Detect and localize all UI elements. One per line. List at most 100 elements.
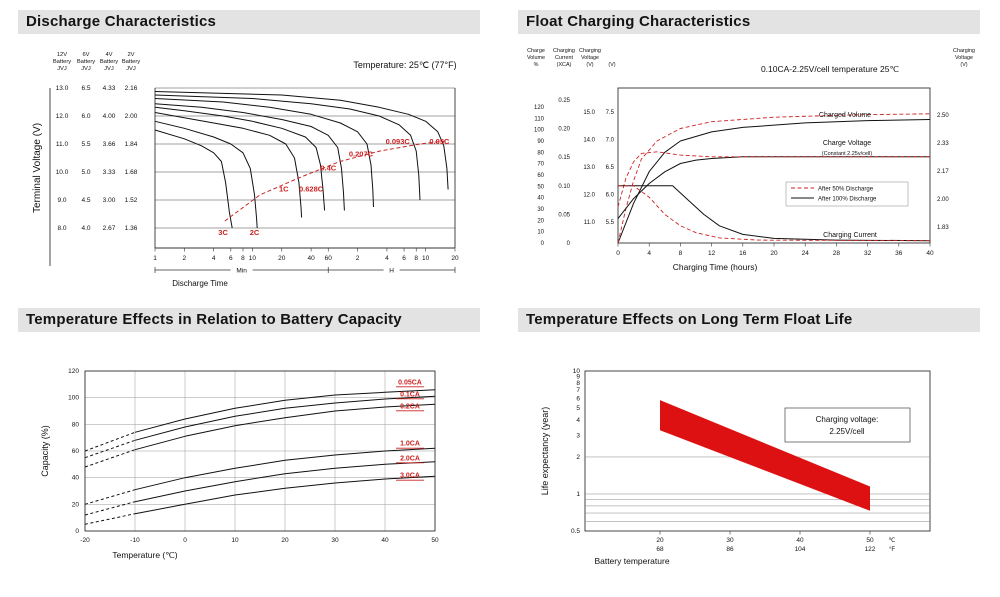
svg-text:6.0: 6.0 bbox=[606, 193, 615, 199]
svg-text:4: 4 bbox=[576, 417, 580, 424]
svg-text:Charged Volume: Charged Volume bbox=[819, 112, 871, 119]
svg-text:120: 120 bbox=[534, 105, 545, 111]
svg-text:60: 60 bbox=[325, 255, 333, 262]
svg-text:2: 2 bbox=[356, 255, 360, 262]
svg-text:3.0CA: 3.0CA bbox=[400, 473, 420, 480]
svg-text:8.0: 8.0 bbox=[57, 225, 66, 232]
svg-text:JVJ: JVJ bbox=[81, 66, 91, 72]
svg-text:0.25: 0.25 bbox=[558, 98, 570, 104]
svg-text:Temperature: 25℃ (77°F): Temperature: 25℃ (77°F) bbox=[353, 60, 456, 70]
svg-text:10.0: 10.0 bbox=[56, 169, 69, 176]
svg-text:3.66: 3.66 bbox=[103, 141, 116, 148]
svg-text:JVJ: JVJ bbox=[104, 66, 114, 72]
svg-text:Battery temperature: Battery temperature bbox=[594, 556, 669, 566]
svg-text:2.00: 2.00 bbox=[937, 197, 949, 203]
svg-text:0.15: 0.15 bbox=[558, 155, 570, 161]
svg-text:0.5: 0.5 bbox=[571, 528, 580, 535]
svg-text:(XCA): (XCA) bbox=[557, 62, 572, 68]
svg-text:1.36: 1.36 bbox=[125, 225, 138, 232]
svg-text:3C: 3C bbox=[218, 228, 228, 237]
svg-text:Charging: Charging bbox=[953, 48, 975, 54]
svg-text:0: 0 bbox=[541, 241, 545, 247]
svg-text:2C: 2C bbox=[250, 228, 260, 237]
svg-text:Capacity (%): Capacity (%) bbox=[40, 425, 50, 477]
panel-float-charging-characteristics: Float Charging Characteristics 120 110 100… bbox=[500, 0, 1000, 298]
svg-text:0.10CA-2.25V/cell temperature: 0.10CA-2.25V/cell temperature 25℃ bbox=[761, 64, 900, 74]
svg-text:Battery: Battery bbox=[77, 59, 95, 65]
svg-text:4.00: 4.00 bbox=[103, 113, 116, 120]
svg-text:30: 30 bbox=[331, 537, 339, 544]
svg-text:4: 4 bbox=[647, 250, 651, 257]
svg-text:11.0: 11.0 bbox=[56, 141, 69, 148]
svg-text:0.4C: 0.4C bbox=[320, 163, 336, 172]
svg-text:(V): (V) bbox=[586, 62, 593, 68]
svg-text:6: 6 bbox=[402, 255, 406, 262]
svg-text:0.05C: 0.05C bbox=[429, 137, 450, 146]
svg-text:2.67: 2.67 bbox=[103, 225, 116, 232]
svg-text:20: 20 bbox=[770, 250, 778, 257]
svg-text:2V: 2V bbox=[127, 52, 134, 58]
svg-text:12.0: 12.0 bbox=[56, 113, 69, 120]
svg-text:Charge Voltage: Charge Voltage bbox=[823, 140, 871, 147]
svg-text:10: 10 bbox=[422, 255, 430, 262]
svg-text:Min: Min bbox=[236, 268, 247, 275]
svg-text:80: 80 bbox=[72, 421, 80, 428]
svg-text:Charging Time (hours): Charging Time (hours) bbox=[673, 262, 758, 272]
svg-text:30: 30 bbox=[726, 537, 734, 544]
svg-text:4.5: 4.5 bbox=[81, 197, 90, 204]
svg-text:20: 20 bbox=[656, 537, 664, 544]
svg-text:20: 20 bbox=[451, 255, 459, 262]
svg-text:-10: -10 bbox=[130, 537, 140, 544]
svg-text:(V): (V) bbox=[608, 62, 615, 68]
svg-text:8: 8 bbox=[679, 250, 683, 257]
svg-text:13.0: 13.0 bbox=[56, 85, 69, 92]
svg-text:Charge: Charge bbox=[527, 48, 545, 54]
svg-text:15.0: 15.0 bbox=[583, 110, 595, 116]
panel-temperature-float-life: Temperature Effects on Long Term Float L… bbox=[500, 298, 1000, 597]
svg-text:24: 24 bbox=[802, 250, 810, 257]
svg-text:2.33: 2.33 bbox=[937, 141, 949, 147]
float-charging-characteristics-title: Float Charging Characteristics bbox=[518, 10, 980, 34]
svg-text:14.0: 14.0 bbox=[583, 138, 595, 144]
svg-text:0.628C: 0.628C bbox=[299, 184, 324, 193]
svg-text:Voltage: Voltage bbox=[955, 55, 973, 61]
svg-text:Terminal Voltage (V): Terminal Voltage (V) bbox=[32, 123, 43, 213]
svg-text:32: 32 bbox=[864, 250, 872, 257]
svg-text:-20: -20 bbox=[80, 537, 90, 544]
svg-text:1.0CA: 1.0CA bbox=[400, 441, 420, 448]
svg-text:50: 50 bbox=[537, 184, 544, 190]
svg-text:3: 3 bbox=[576, 432, 580, 439]
svg-text:20: 20 bbox=[537, 218, 544, 224]
svg-text:12V: 12V bbox=[57, 52, 67, 58]
svg-text:6.5: 6.5 bbox=[81, 85, 90, 92]
svg-text:7.0: 7.0 bbox=[606, 138, 615, 144]
svg-text:°F: °F bbox=[889, 547, 895, 553]
svg-text:After 100% Discharge: After 100% Discharge bbox=[818, 197, 877, 203]
svg-text:6: 6 bbox=[229, 255, 233, 262]
svg-text:40: 40 bbox=[381, 537, 389, 544]
svg-text:Charging: Charging bbox=[579, 48, 601, 54]
svg-text:JVJ: JVJ bbox=[57, 66, 67, 72]
svg-text:40: 40 bbox=[72, 475, 80, 482]
svg-text:80: 80 bbox=[537, 150, 544, 156]
svg-text:After 50% Discharge: After 50% Discharge bbox=[818, 187, 874, 193]
svg-text:0.05CA: 0.05CA bbox=[398, 379, 422, 386]
svg-text:100: 100 bbox=[534, 128, 545, 134]
svg-text:0.1CA: 0.1CA bbox=[400, 391, 420, 398]
svg-text:Charging Current: Charging Current bbox=[823, 232, 877, 239]
svg-text:8: 8 bbox=[414, 255, 418, 262]
svg-text:4V: 4V bbox=[105, 52, 112, 58]
svg-text:6.5: 6.5 bbox=[606, 165, 615, 171]
svg-text:120: 120 bbox=[68, 368, 79, 375]
svg-text:20: 20 bbox=[72, 501, 80, 508]
discharge-characteristics-chart: 12VBatteryJVJ13.012.011.010.09.08.06VBat… bbox=[32, 52, 459, 288]
svg-text:3.00: 3.00 bbox=[103, 197, 116, 204]
svg-text:13.0: 13.0 bbox=[583, 165, 595, 171]
panel-discharge-characteristics: Discharge Characteristics 12V Battery JVJ 1… bbox=[0, 0, 500, 298]
svg-text:Voltage: Voltage bbox=[581, 55, 599, 61]
svg-text:2.0CA: 2.0CA bbox=[400, 455, 420, 462]
svg-text:40: 40 bbox=[307, 255, 315, 262]
svg-text:86: 86 bbox=[726, 546, 734, 553]
svg-text:2.00: 2.00 bbox=[125, 113, 138, 120]
